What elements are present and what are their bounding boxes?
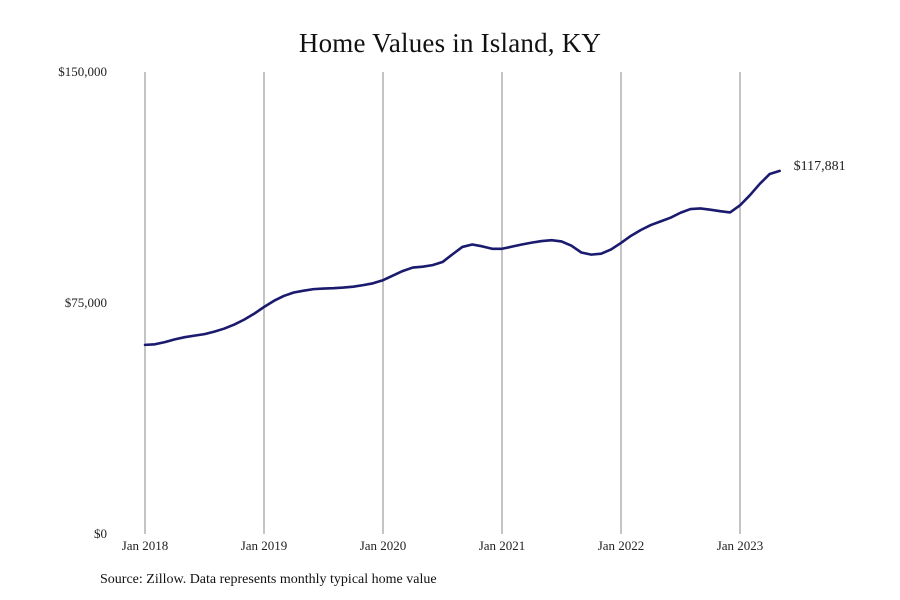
- x-tick-label: Jan 2022: [598, 538, 645, 553]
- y-tick-label: $150,000: [58, 64, 107, 79]
- home-value-line: [143, 169, 781, 347]
- chart-title: Home Values in Island, KY: [298, 28, 602, 58]
- y-tick-label: $75,000: [65, 295, 107, 310]
- x-axis-ticks: Jan 2018 Jan 2019 Jan 2020 Jan 2021 Jan 2022…: [122, 538, 764, 553]
- y-axis-ticks: $0 $75,000 $150,000: [58, 64, 107, 541]
- end-label-layer: $117,881: [794, 159, 846, 174]
- x-tick-label: Jan 2021: [479, 538, 526, 553]
- y-tick-label: $0: [94, 526, 107, 541]
- x-tick-label: Jan 2020: [360, 538, 407, 553]
- grid-layer: [144, 72, 741, 534]
- series-layer: [143, 169, 781, 347]
- source-note: Source: Zillow. Data represents monthly …: [100, 572, 437, 587]
- x-tick-label: Jan 2019: [241, 538, 288, 553]
- x-tick-label: Jan 2023: [717, 538, 764, 553]
- x-tick-label: Jan 2018: [122, 538, 169, 553]
- end-value-label: $117,881: [794, 159, 846, 174]
